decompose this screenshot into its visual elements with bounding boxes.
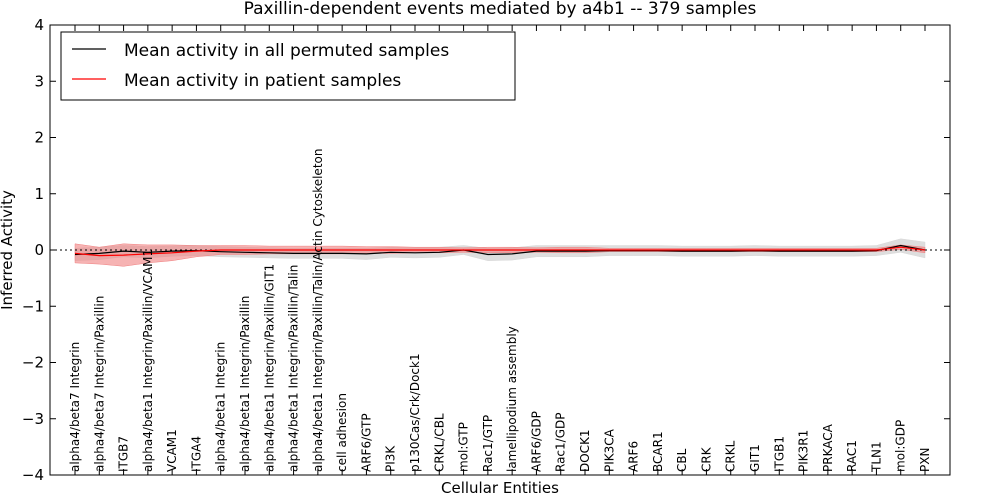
- x-tick-label: ARF6: [627, 441, 641, 472]
- x-tick-label: CRK: [699, 446, 713, 472]
- x-tick-label: ITGB1: [772, 436, 786, 472]
- x-tick-label: alpha4/beta1 Integrin/Paxillin/GIT1: [262, 264, 276, 472]
- x-tick-label: CRKL: [724, 440, 738, 472]
- x-tick-label: alpha4/beta1 Integrin/Paxillin/Talin: [287, 265, 301, 472]
- x-tick-label: TLN1: [869, 441, 883, 473]
- x-tick-label: alpha4/beta1 Integrin/Paxillin: [238, 296, 252, 472]
- x-axis-label: Cellular Entities: [441, 479, 559, 497]
- x-tick-label: cell adhesion: [335, 393, 349, 472]
- x-tick-label: mol:GDP: [894, 420, 908, 472]
- legend-label-patient: Mean activity in patient samples: [124, 71, 401, 91]
- x-tick-label: ITGA4: [189, 436, 203, 472]
- x-tick-label: PI3K: [384, 445, 398, 472]
- y-tick-label: 1: [34, 185, 44, 203]
- x-tick-label: PXN: [918, 448, 932, 472]
- line-series-0: [74, 244, 926, 256]
- x-tick-label: p130Cas/Crk/Dock1: [408, 353, 422, 472]
- y-tick-label: −2: [22, 354, 44, 372]
- y-tick-label: 3: [34, 72, 44, 90]
- x-tick-label: ARF6/GTP: [359, 413, 373, 472]
- x-tick-label: CRKL/CBL: [432, 413, 446, 472]
- x-tick-label: CBL: [675, 448, 689, 472]
- x-tick-label: RAC1: [845, 440, 859, 472]
- x-tick-label: PRKACA: [821, 423, 835, 472]
- y-tick-label: 4: [34, 16, 44, 34]
- x-tick-label: PIK3R1: [797, 430, 811, 472]
- x-tick-label: alpha4/beta7 Integrin: [68, 342, 82, 472]
- line-series-1: [74, 246, 926, 257]
- x-tick-label: alpha4/beta1 Integrin/Paxillin/VCAM1: [141, 249, 155, 472]
- y-tick-label: −3: [22, 410, 44, 428]
- x-tick-label: BCAR1: [651, 431, 665, 472]
- legend: Mean activity in all permuted samples Me…: [60, 31, 516, 101]
- y-axis-label: Inferred Activity: [0, 190, 16, 310]
- legend-box: [60, 31, 516, 101]
- x-tick-label: ARF6/GDP: [529, 411, 543, 472]
- x-tick-label: VCAM1: [165, 429, 179, 472]
- x-tick-label: mol:GTP: [457, 422, 471, 472]
- y-tick-label: 0: [34, 241, 44, 259]
- y-tick-label: −1: [22, 297, 44, 315]
- x-tick-label: DOCK1: [578, 429, 592, 472]
- x-tick-label: alpha4/beta1 Integrin: [214, 342, 228, 472]
- x-tick-label: alpha4/beta7 Integrin/Paxillin: [92, 296, 106, 472]
- x-tick-label: alpha4/beta1 Integrin/Paxillin/Talin/Act…: [311, 149, 325, 472]
- legend-label-permuted: Mean activity in all permuted samples: [124, 41, 449, 61]
- x-tick-label: GIT1: [748, 444, 762, 472]
- x-tick-label: lamellipodium assembly: [505, 326, 519, 472]
- x-tick-label: Rac1/GTP: [481, 415, 495, 472]
- y-tick-label: 2: [34, 129, 44, 147]
- chart-title: Paxillin-dependent events mediated by a4…: [244, 0, 757, 19]
- x-tick-label: PIK3CA: [602, 428, 616, 472]
- x-tick-label: ITGB7: [117, 436, 131, 472]
- x-tick-label: Rac1/GDP: [554, 413, 568, 472]
- y-tick-label: −4: [22, 466, 44, 484]
